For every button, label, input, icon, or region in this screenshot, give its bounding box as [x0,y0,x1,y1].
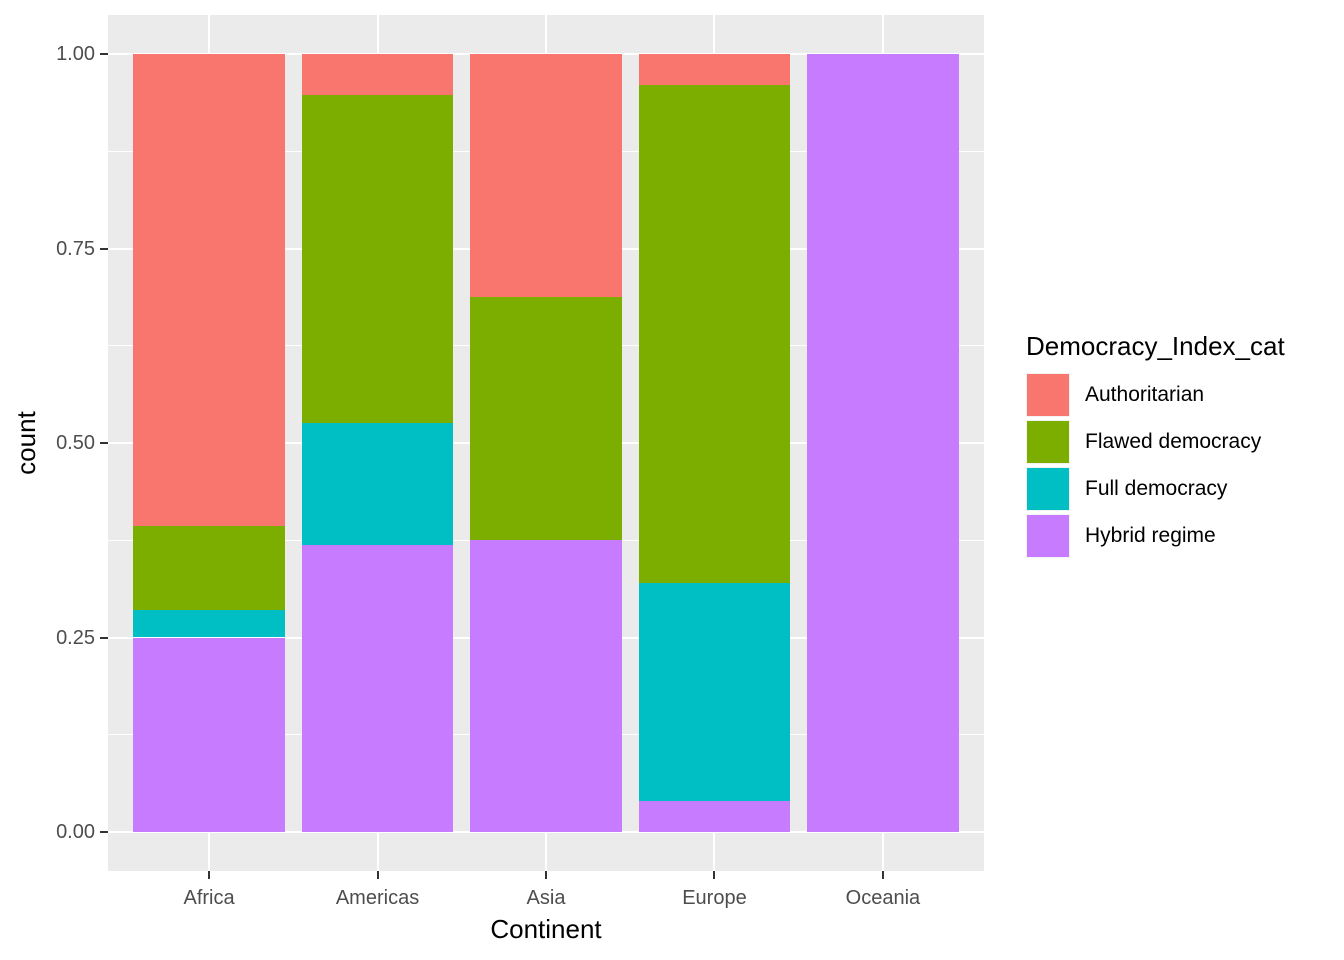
y-axis-title: count [11,411,41,475]
x-tick-label: Africa [183,887,235,909]
legend-item-label: Authoritarian [1085,383,1205,406]
bar-segment-asia-flawed-democracy [470,297,622,541]
y-axis-tick [100,247,108,250]
legend-swatch-full-democracy [1026,467,1070,511]
bar-segment-africa-authoritarian [133,54,285,527]
bar-segment-europe-full-democracy [638,583,791,801]
bar-segment-africa-hybrid-regime [133,637,285,832]
x-axis-title: Continent [490,914,602,944]
x-axis-tick [881,871,884,879]
legend-item-label: Flawed democracy [1085,430,1262,453]
bar-segment-americas-full-democracy [301,422,454,546]
y-tick-label: 0.00 [56,821,95,843]
x-tick-label: Oceania [845,887,921,909]
bar-segment-asia-authoritarian [470,54,622,298]
legend-item-label: Hybrid regime [1085,524,1216,547]
bar-segment-oceania-hybrid-regime [807,54,959,832]
y-axis-tick [100,831,108,833]
legend-items: Authoritarian Flawed democracy Full democr… [1026,373,1336,558]
y-axis-tick [100,53,108,55]
legend: Democracy_Index_cat Authoritarian Flawed … [1026,331,1336,561]
bar-segment-americas-flawed-democracy [301,94,454,423]
x-tick-label: Asia [526,887,566,909]
bar-segment-europe-flawed-democracy [638,85,791,584]
y-tick-label: 0.75 [56,237,95,260]
bar-segment-americas-hybrid-regime [301,545,454,832]
x-axis-tick [376,871,379,879]
y-tick-label: 1.00 [56,43,95,65]
legend-swatch-flawed-democracy [1026,420,1070,464]
x-axis-tick [545,871,547,879]
bar-segment-europe-hybrid-regime [638,800,791,832]
bar-segment-americas-authoritarian [301,54,454,95]
y-tick-label: 0.25 [56,626,95,649]
legend-item-label: Full democracy [1085,477,1228,500]
y-axis-tick [100,442,108,444]
legend-item: Authoritarian [1026,373,1336,417]
y-axis-tick [100,636,108,639]
legend-swatch-hybrid-regime [1026,514,1070,558]
x-tick-label: Europe [682,887,747,909]
x-tick-label: Americas [335,887,420,909]
legend-swatch-authoritarian [1026,373,1070,417]
x-axis-tick [208,871,211,879]
y-tick-label: 0.50 [56,432,95,454]
bar-segment-africa-full-democracy [133,609,285,638]
legend-title: Democracy_Index_cat [1026,331,1285,361]
bar-segment-asia-hybrid-regime [470,540,622,832]
bar-segment-europe-authoritarian [638,54,791,86]
legend-item: Full democracy [1026,467,1336,511]
legend-item: Hybrid regime [1026,514,1336,558]
plot-panel [108,15,984,871]
bar-segment-africa-flawed-democracy [133,526,285,610]
legend-item: Flawed democracy [1026,420,1336,464]
x-axis-tick [713,871,716,879]
